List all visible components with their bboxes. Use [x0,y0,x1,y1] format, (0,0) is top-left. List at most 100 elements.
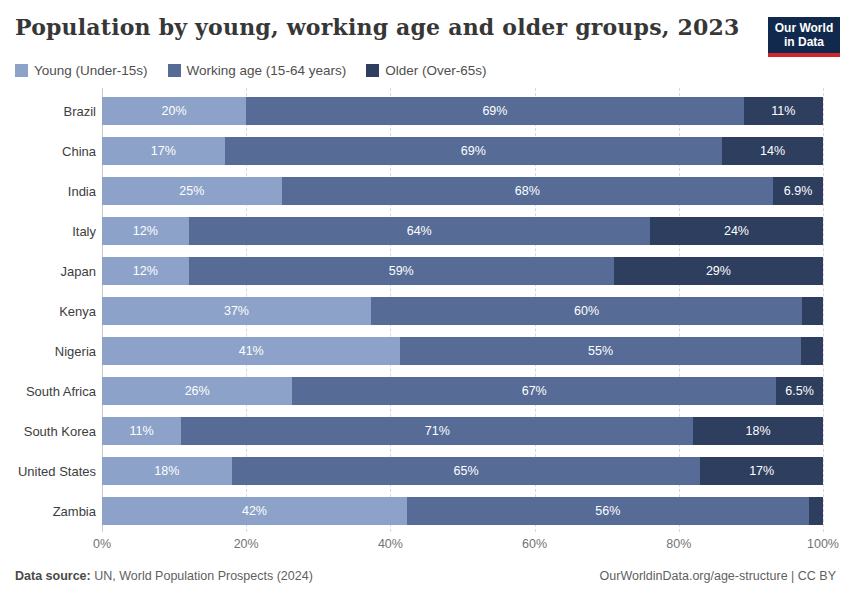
bar-value-label: 17% [749,464,774,478]
bar-segment-older[interactable]: 14% [722,137,823,165]
legend-item[interactable]: Young (Under-15s) [15,63,148,78]
chart-title: Population by young, working age and old… [15,14,740,40]
bar-value-label: 65% [454,464,479,478]
bar-segment-older[interactable]: 17% [700,457,823,485]
legend-swatch-icon [366,64,379,77]
country-label: United States [0,464,96,479]
bar-value-label: 18% [154,464,179,478]
chart-row: China17%69%14% [0,137,850,165]
chart-row: India 25%68% 6.9% [0,177,850,205]
country-label: Nigeria [0,344,96,359]
chart-rows: Brazil20%69%11%China17%69%14%India25%68%… [0,97,850,537]
stacked-bar: 12% 59% 29% [102,257,823,285]
bar-segment-older[interactable]: 18% [693,417,823,445]
bar-segment-working-age[interactable]: 60% [371,297,802,325]
bar-segment-young[interactable]: 20% [102,97,246,125]
bar-value-label: 67% [522,384,547,398]
bar-value-label: 59% [389,264,414,278]
bar-segment-young[interactable]: 18% [102,457,232,485]
chart-row: Japan 12% 59% 29% [0,257,850,285]
bar-segment-older[interactable]: 6.5% [776,377,823,405]
bar-segment-young[interactable]: 42% [102,497,407,525]
country-label: Italy [0,224,96,239]
legend-swatch-icon [168,64,181,77]
bar-value-label: 64% [407,224,432,238]
bar-segment-young[interactable]: 25% [102,177,282,205]
bar-segment-working-age[interactable]: 69% [246,97,743,125]
bar-value-label: 56% [595,504,620,518]
bar-value-label: 6.5% [785,384,814,398]
bar-segment-young[interactable]: 12% [102,257,189,285]
bar-segment-working-age[interactable]: 65% [232,457,701,485]
stacked-bar: 11% 71% 18% [102,417,823,445]
bar-segment-older[interactable] [802,297,823,325]
legend-item[interactable]: Older (Over-65s) [366,63,486,78]
bar-segment-older[interactable]: 6.9% [773,177,823,205]
legend-item[interactable]: Working age (15-64 years) [168,63,347,78]
bar-value-label: 18% [746,424,771,438]
owid-logo-line2: in Data [770,35,838,49]
bar-segment-young[interactable]: 26% [102,377,292,405]
legend-label: Older (Over-65s) [385,63,486,78]
footer: Data source: UN, World Population Prospe… [15,569,836,583]
chart-row: Zambia 42% 56% [0,497,850,525]
bar-segment-working-age[interactable]: 55% [400,337,800,365]
country-label: Kenya [0,304,96,319]
bar-segment-young[interactable]: 41% [102,337,400,365]
country-label: Brazil [0,104,96,119]
stacked-bar: 17%69% 14% [102,137,823,165]
data-source: Data source: UN, World Population Prospe… [15,569,313,583]
bar-segment-working-age[interactable]: 59% [189,257,614,285]
bar-value-label: 6.9% [784,184,813,198]
bar-value-label: 12% [133,224,158,238]
chart-row: Kenya 37% 60% [0,297,850,325]
bar-value-label: 37% [224,304,249,318]
x-axis-tick-label: 0% [93,537,111,551]
owid-logo[interactable]: Our World in Data [768,17,840,57]
owid-chart-page: Population by young, working age and old… [0,0,850,600]
bar-segment-young[interactable]: 17% [102,137,225,165]
stacked-bar: 37% 60% [102,297,823,325]
country-label: Japan [0,264,96,279]
stacked-bar: 42% 56% [102,497,823,525]
bar-value-label: 69% [482,104,507,118]
bar-value-label: 42% [242,504,267,518]
bar-value-label: 60% [574,304,599,318]
x-axis-tick-label: 40% [378,537,403,551]
bar-segment-older[interactable] [801,337,823,365]
legend-swatch-icon [15,64,28,77]
legend-label: Working age (15-64 years) [187,63,347,78]
bar-value-label: 14% [760,144,785,158]
country-label: South Korea [0,424,96,439]
data-source-text: UN, World Population Prospects (2024) [91,569,313,583]
bar-segment-older[interactable]: 24% [650,217,823,245]
bar-value-label: 20% [162,104,187,118]
legend: Young (Under-15s) Working age (15-64 year… [15,63,486,78]
bar-segment-older[interactable]: 11% [744,97,823,125]
x-axis: 0%20%40%60%80%100% [102,537,823,555]
chart-row: United States 18% 65% 17% [0,457,850,485]
bar-value-label: 71% [425,424,450,438]
bar-segment-young[interactable]: 12% [102,217,189,245]
bar-segment-older[interactable]: 29% [614,257,823,285]
bar-segment-young[interactable]: 11% [102,417,181,445]
chart-row: Nigeria 41% 55% [0,337,850,365]
bar-segment-working-age[interactable]: 68% [282,177,774,205]
bar-value-label: 12% [133,264,158,278]
bar-segment-working-age[interactable]: 56% [407,497,809,525]
owid-logo-line1: Our World [770,21,838,35]
country-label: Zambia [0,504,96,519]
bar-segment-working-age[interactable]: 71% [181,417,693,445]
bar-value-label: 55% [588,344,613,358]
bar-segment-older[interactable] [809,497,823,525]
bar-segment-working-age[interactable]: 69% [225,137,722,165]
country-label: India [0,184,96,199]
bar-segment-working-age[interactable]: 67% [292,377,776,405]
footer-link[interactable]: OurWorldinData.org/age-structure | CC BY [600,569,836,583]
x-axis-tick-label: 20% [234,537,259,551]
stacked-bar: 18% 65% 17% [102,457,823,485]
bar-value-label: 11% [130,424,154,438]
bar-segment-working-age[interactable]: 64% [189,217,650,245]
bar-segment-young[interactable]: 37% [102,297,371,325]
bar-value-label: 41% [239,344,264,358]
